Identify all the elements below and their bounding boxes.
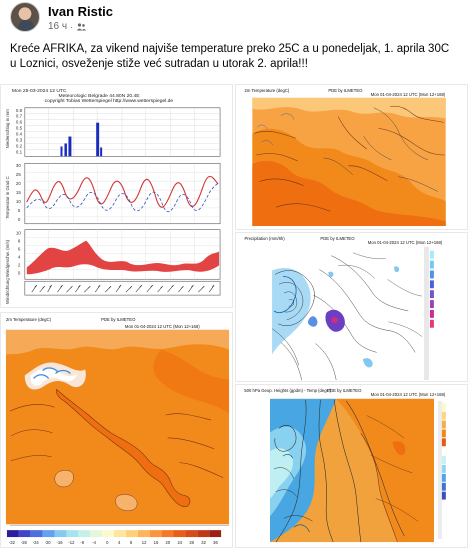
europe-temperature-graphic: 2m Temperature (degC) PDE by ILMETEO Mon… <box>236 85 467 229</box>
temp-tick: 20 <box>16 181 21 186</box>
precip-tick: 0.1 <box>16 149 23 154</box>
height-map-time: Mon 01-04-2024 12 UTC (Mon 12+168) <box>371 392 446 397</box>
wind-tick: 0 <box>18 270 21 275</box>
direction-axis-label: Windrichtung <box>5 278 10 304</box>
geopotential-height-map-image[interactable]: 500 hPa Geop. Heights (gpdm) - Temp (deg… <box>235 384 468 548</box>
post-header: Ivan Ristic 16 ч · <box>0 0 468 36</box>
temperature-scale-label: 36 <box>213 540 218 545</box>
temperature-scale-label: -32 <box>9 540 16 545</box>
temp-tick: 25 <box>16 172 21 177</box>
post-text: Kreće AFRIKA, za vikend najviše temperat… <box>10 43 450 70</box>
italy-map-credit: PDE by ILMETEO <box>101 317 136 322</box>
wind-tick: 4 <box>18 254 21 259</box>
precip-axis-label: Niederschlag in mm <box>5 109 10 149</box>
temperature-scale-label: 28 <box>189 540 194 545</box>
precip-map-title: Precipitation (mm/6h) <box>244 236 285 241</box>
image-grid: Mon 25-03-2024 12 UTC Meteorologic Belgr… <box>0 84 468 548</box>
separator: · <box>70 21 74 32</box>
temperature-scale-label: 32 <box>201 540 206 545</box>
wind-tick: 8 <box>18 239 21 244</box>
precip-tick: 0.4 <box>16 132 23 137</box>
precip-tick: 0.2 <box>16 143 23 148</box>
italy-map-title: 2m Temperature (degC) <box>6 317 52 322</box>
meteogram-image[interactable]: Mon 25-03-2024 12 UTC Meteorologic Belgr… <box>0 84 233 308</box>
precip-tick: 0.3 <box>16 137 23 142</box>
temperature-scale-label: -24 <box>33 540 40 545</box>
temp-tick: 15 <box>16 190 21 195</box>
geopotential-height-graphic: 500 hPa Geop. Heights (gpdm) - Temp (deg… <box>236 385 467 547</box>
post-meta: 16 ч · <box>48 20 87 33</box>
temperature-scale-label: 0 <box>106 540 109 545</box>
meteogram-graphic: Mon 25-03-2024 12 UTC Meteorologic Belgr… <box>1 85 232 307</box>
temperature-scale-label: 16 <box>154 540 159 545</box>
wind-axis-label: Windgeschw. (m/s) <box>5 239 10 277</box>
meteogram-date: Mon 25-03-2024 12 UTC <box>12 88 67 94</box>
precip-tick: 0.5 <box>16 126 23 131</box>
temperature-scale-label: 24 <box>177 540 182 545</box>
height-map-credit: PDE by ILMETEO <box>327 388 362 393</box>
precip-map-time: Mon 01-04-2024 12 UTC (Mon 12+168) <box>368 240 443 245</box>
europe-temperature-map-image[interactable]: 2m Temperature (degC) PDE by ILMETEO Mon… <box>235 84 468 230</box>
height-map-title: 500 hPa Geop. Heights (gpdm) - Temp (deg… <box>244 388 331 393</box>
temperature-scale-label: -4 <box>92 540 96 545</box>
precip-map-credit: PDE by ILMETEO <box>320 236 355 241</box>
meteogram-copyright: copyright Tobias Wetterspiegel http://ww… <box>45 98 174 104</box>
temp-tick: 5 <box>18 208 21 213</box>
temp-tick: 0 <box>18 217 21 222</box>
temperature-scale-label: -28 <box>21 540 28 545</box>
temperature-scale-label: -12 <box>68 540 75 545</box>
temperature-scale-label: -20 <box>45 540 52 545</box>
wind-tick: 2 <box>18 262 21 267</box>
temp-tick: 30 <box>16 163 21 168</box>
author-name[interactable]: Ivan Ristic <box>48 4 114 19</box>
europe-temp-title: 2m Temperature (degC) <box>244 88 289 93</box>
temperature-scale-label: -8 <box>80 540 84 545</box>
precip-tick: 0.7 <box>16 114 23 119</box>
italy-map-time: Mon 01-04-2024 12 UTC (Mon 12+168) <box>125 324 200 329</box>
italy-temperature-map-image[interactable]: 2m Temperature (degC) PDE by ILMETEO Mon… <box>0 312 233 548</box>
precip-tick: 0.8 <box>16 108 23 113</box>
meteogram-station: Meteorologic Belgrade 44.80N 20.4E <box>59 93 141 99</box>
temperature-scale-label: 12 <box>142 540 147 545</box>
avatar[interactable] <box>10 2 40 32</box>
wind-tick: 10 <box>16 231 21 236</box>
italy-map-graphic: 2m Temperature (degC) PDE by ILMETEO Mon… <box>1 313 232 547</box>
temp-tick: 10 <box>16 199 21 204</box>
temperature-scale-label: 8 <box>130 540 133 545</box>
temperature-scale-label: 4 <box>118 540 121 545</box>
europe-temp-credit: PDE by ILMETEO <box>328 88 363 93</box>
precipitation-map-image[interactable]: Precipitation (mm/6h) PDE by ILMETEO Mon… <box>235 232 468 382</box>
temp-axis-label: Temperatur in Grad C <box>5 175 10 218</box>
europe-temp-time: Mon 01-04-2024 12 UTC (Mon 12+168) <box>371 92 446 97</box>
precipitation-map-graphic: Precipitation (mm/6h) PDE by ILMETEO Mon… <box>236 233 467 381</box>
wind-tick: 6 <box>18 247 21 252</box>
friends-icon <box>76 22 87 30</box>
precip-tick: 0.6 <box>16 120 23 125</box>
temperature-scale-label: -16 <box>57 540 64 545</box>
timestamp[interactable]: 16 ч <box>48 21 68 32</box>
temperature-scale-label: 20 <box>166 540 171 545</box>
